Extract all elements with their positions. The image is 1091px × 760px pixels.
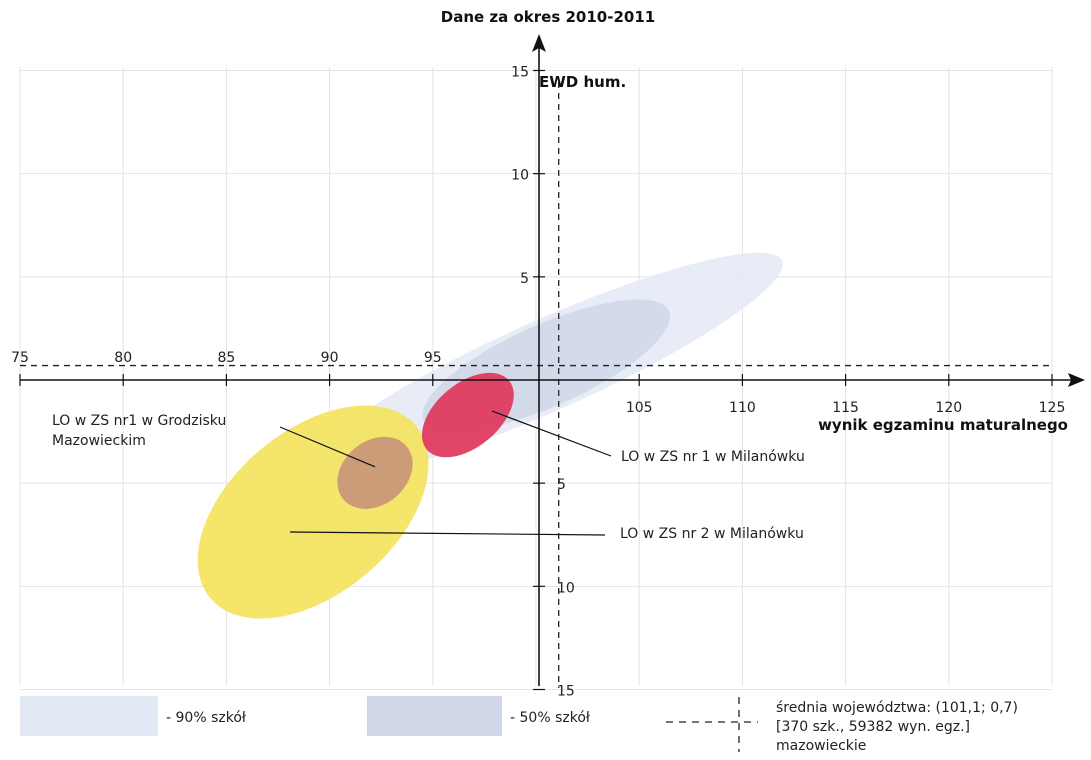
- legend-label-90: - 90% szkół: [166, 710, 246, 726]
- x-tick-label: 85: [217, 350, 235, 366]
- school-label: LO w ZS nr1 w Grodzisku Mazowieckim: [52, 413, 226, 449]
- y-tick-label: 5: [520, 271, 529, 287]
- x-tick-label: 80: [114, 350, 132, 366]
- legend-label-50: - 50% szkół: [510, 710, 590, 726]
- mean-reference-lines: [20, 82, 1052, 688]
- x-tick-label: 120: [935, 400, 962, 416]
- chart-title: Dane za okres 2010-2011: [441, 8, 655, 26]
- school-labels: LO w ZS nr1 w Grodzisku Mazowieckim LO w Z…: [52, 410, 805, 542]
- y-axis-title: EWD hum.: [539, 73, 626, 91]
- school-label: LO w ZS nr 2 w Milanówku: [620, 526, 804, 542]
- y-tick-label: 10: [557, 580, 575, 596]
- leader-line: [289, 531, 606, 536]
- legend-swatch-90: [20, 696, 158, 736]
- school-ellipse: [421, 372, 514, 458]
- x-axis-arrow: [1068, 373, 1085, 387]
- leader-line: [491, 410, 612, 457]
- school-ellipses: [197, 372, 514, 619]
- x-tick-label: 115: [832, 400, 859, 416]
- y-tick-label: 15: [557, 684, 575, 700]
- x-axis-title: wynik egzaminu maturalnego: [818, 416, 1068, 434]
- y-tick-label: 15: [511, 65, 529, 81]
- x-tick-label: 110: [729, 400, 756, 416]
- x-tick-label: 95: [424, 350, 442, 366]
- y-tick-label: 10: [511, 168, 529, 184]
- x-tick-label: 105: [626, 400, 653, 416]
- legend: - 90% szkół - 50% szkół średnia województw…: [20, 696, 1018, 754]
- legend-mean-label: średnia województwa: (101,1; 0,7) [370 sz…: [776, 700, 1018, 754]
- legend-swatch-50: [367, 696, 502, 736]
- school-label: LO w ZS nr 1 w Milanówku: [621, 449, 805, 465]
- x-tick-label: 90: [321, 350, 339, 366]
- leader-line: [279, 426, 376, 468]
- x-tick-label: 125: [1039, 400, 1066, 416]
- y-tick-label: 5: [557, 477, 566, 493]
- school-ellipse: [337, 436, 413, 509]
- x-tick-label: 75: [11, 350, 29, 366]
- y-axis-arrow: [532, 34, 546, 52]
